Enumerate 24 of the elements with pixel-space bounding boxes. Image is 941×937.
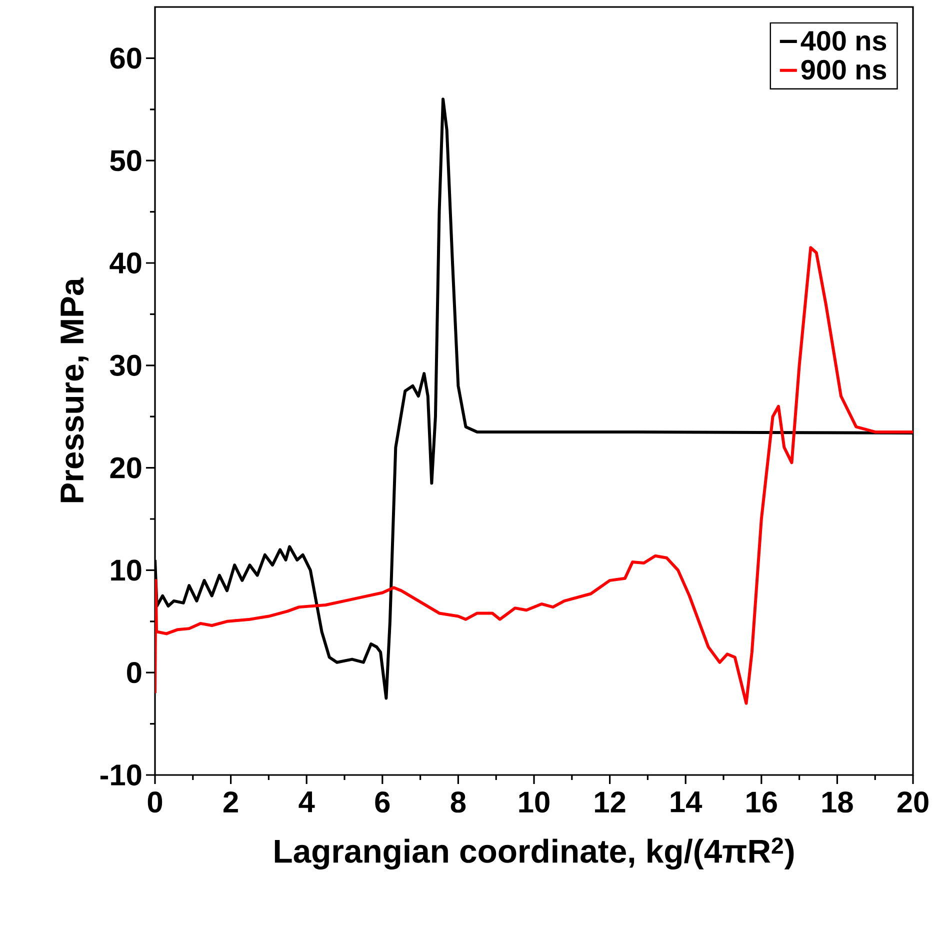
x-tick-label: 6 — [375, 792, 390, 813]
y-axis-title: Pressure, MPa — [60, 278, 88, 502]
y-tick-label: 20 — [110, 457, 142, 478]
y-tick-label: 50 — [110, 150, 142, 172]
x-tick-label: 4 — [298, 792, 315, 812]
x-axis-title: Lagrangian coordinate, kg/(4πR$^{2}$) — [274, 838, 794, 870]
y-tick-label: -10 — [100, 764, 142, 786]
x-tick-label: 2 — [224, 792, 238, 812]
x-tick-label: 14 — [670, 792, 702, 812]
x-tick-label: 8 — [450, 792, 466, 813]
x-tick-label: 16 — [746, 792, 777, 813]
y-tick-label: 10 — [111, 560, 142, 581]
x-tick-label: 20 — [897, 792, 928, 813]
x-tick-label: 12 — [595, 792, 626, 812]
line-series — [155, 246, 914, 705]
legend-label: 900 ns — [801, 60, 886, 80]
x-tick-label: 18 — [822, 792, 853, 813]
legend-label: 400 ns — [800, 30, 886, 51]
y-tick-label: 0 — [127, 662, 142, 684]
x-tick-label: 0 — [148, 792, 162, 813]
y-tick-label: 40 — [110, 252, 142, 274]
y-tick-label: 60 — [110, 48, 142, 69]
x-tick-label: 10 — [519, 792, 550, 813]
y-tick-label: 30 — [110, 354, 142, 376]
